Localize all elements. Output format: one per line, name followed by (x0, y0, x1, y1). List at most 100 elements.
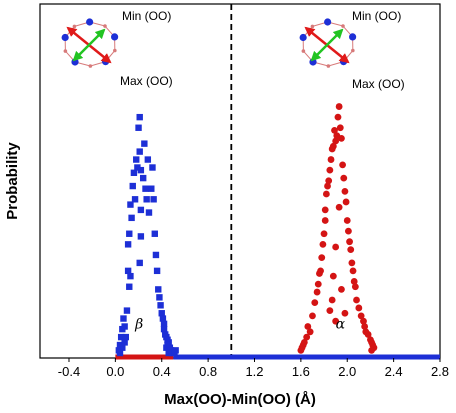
alpha-data-point (320, 230, 328, 238)
alpha-data-point (340, 174, 348, 182)
beta-data-point (149, 164, 156, 171)
alpha-data-point (339, 161, 347, 169)
inset-left-max-label: Max (OO) (120, 74, 173, 88)
inset-left-min-label: Min (OO) (122, 9, 171, 23)
beta-data-point (127, 201, 134, 208)
alpha-data-point (335, 203, 343, 211)
alpha-data-point (328, 296, 336, 304)
beta-data-point (151, 230, 158, 237)
beta-data-point (131, 196, 139, 203)
alpha-data-point (322, 190, 330, 198)
beta-data-point (152, 251, 160, 259)
beta-data-point (134, 164, 141, 171)
alpha-data-point (342, 198, 350, 206)
alpha-data-point (338, 134, 345, 142)
alpha-data-point (338, 286, 345, 293)
alpha-data-point (314, 280, 322, 288)
beta-data-point (136, 113, 143, 121)
x-tick-label: 0.8 (199, 364, 217, 379)
alpha-data-point (321, 206, 329, 214)
beta-data-point (135, 124, 142, 131)
beta-data-point (116, 349, 124, 357)
alpha-data-point (300, 339, 308, 346)
alpha-data-point (346, 238, 353, 246)
alpha-data-point (350, 278, 358, 285)
alpha-data-point (368, 346, 375, 354)
beta-data-point (139, 174, 147, 182)
alpha-data-point (364, 331, 372, 338)
alpha-data-point (306, 328, 314, 336)
x-axis-title: Max(OO)-Min(OO) (Å) (164, 391, 316, 408)
beta-data-point (136, 259, 143, 267)
x-tick-label: 1.2 (245, 364, 263, 379)
alpha-data-point (335, 103, 343, 110)
beta-data-point (123, 307, 131, 314)
beta-data-point (165, 349, 172, 357)
beta-data-point (126, 283, 133, 290)
min-oo-arrow-icon (310, 28, 344, 62)
beta-data-point (137, 206, 145, 214)
data-points (115, 103, 378, 357)
beta-data-point (153, 267, 161, 275)
alpha-data-point (319, 240, 327, 248)
alpha-data-point (353, 296, 360, 304)
x-tick-label: 0.0 (106, 364, 124, 379)
alpha-data-point (326, 166, 334, 174)
beta-data-point (137, 233, 145, 240)
beta-data-point (136, 148, 143, 155)
beta-data-point (121, 339, 128, 346)
beta-data-point (163, 344, 170, 351)
alpha-data-point (324, 182, 331, 190)
alpha-data-point (360, 317, 367, 325)
alpha-data-point (348, 259, 356, 267)
alpha-data-point (357, 312, 365, 320)
alpha-data-point (331, 126, 338, 134)
beta-data-point (143, 196, 150, 203)
x-tick-label: 2.8 (431, 364, 449, 379)
alpha-data-point (321, 217, 329, 224)
alpha-data-point (317, 267, 324, 275)
beta-data-point (148, 185, 155, 192)
alpha-annotation: α (336, 316, 346, 332)
y-axis-title: Probability (4, 142, 21, 220)
alpha-data-point (351, 283, 359, 291)
beta-data-point (160, 320, 168, 328)
x-tick-label: -0.4 (58, 364, 80, 379)
beta-data-point (150, 196, 157, 203)
x-tick-label: 2.0 (338, 364, 356, 379)
alpha-data-point (345, 227, 352, 235)
alpha-data-point (327, 156, 335, 163)
beta-data-point (124, 241, 132, 248)
beta-data-point (155, 286, 162, 293)
alpha-data-point (361, 323, 369, 330)
alpha-data-point (343, 217, 351, 224)
beta-data-point (119, 344, 126, 351)
beta-data-point (130, 169, 138, 176)
x-axis-ticks: -0.4 0.0 0.4 0.8 1.2 1.6 2.0 2.4 2.8 (58, 358, 449, 379)
alpha-data-point (325, 177, 333, 185)
alpha-data-point (303, 333, 311, 341)
beta-data-point (171, 349, 178, 357)
alpha-data-point (341, 309, 349, 317)
beta-data-point (117, 333, 125, 341)
beta-data-point (129, 182, 136, 190)
beta-data-point (120, 315, 127, 322)
beta-data-point (126, 230, 133, 237)
beta-data-point (121, 323, 128, 330)
alpha-data-point (347, 246, 355, 254)
beta-data-point (133, 156, 140, 163)
alpha-data-point (309, 312, 316, 320)
x-tick-label: 1.6 (292, 364, 310, 379)
alpha-data-point (332, 317, 340, 325)
beta-data-point (156, 294, 163, 301)
alpha-data-point (326, 307, 334, 314)
alpha-data-point (355, 304, 363, 312)
x-tick-label: 0.4 (153, 364, 171, 379)
beta-data-point (137, 166, 145, 174)
alpha-data-point (341, 187, 349, 195)
alpha-data-point (329, 272, 337, 280)
inset-right-max-label: Max (OO) (352, 77, 405, 91)
beta-data-point (144, 156, 152, 163)
beta-data-point (158, 310, 165, 317)
alpha-data-point (336, 124, 344, 132)
